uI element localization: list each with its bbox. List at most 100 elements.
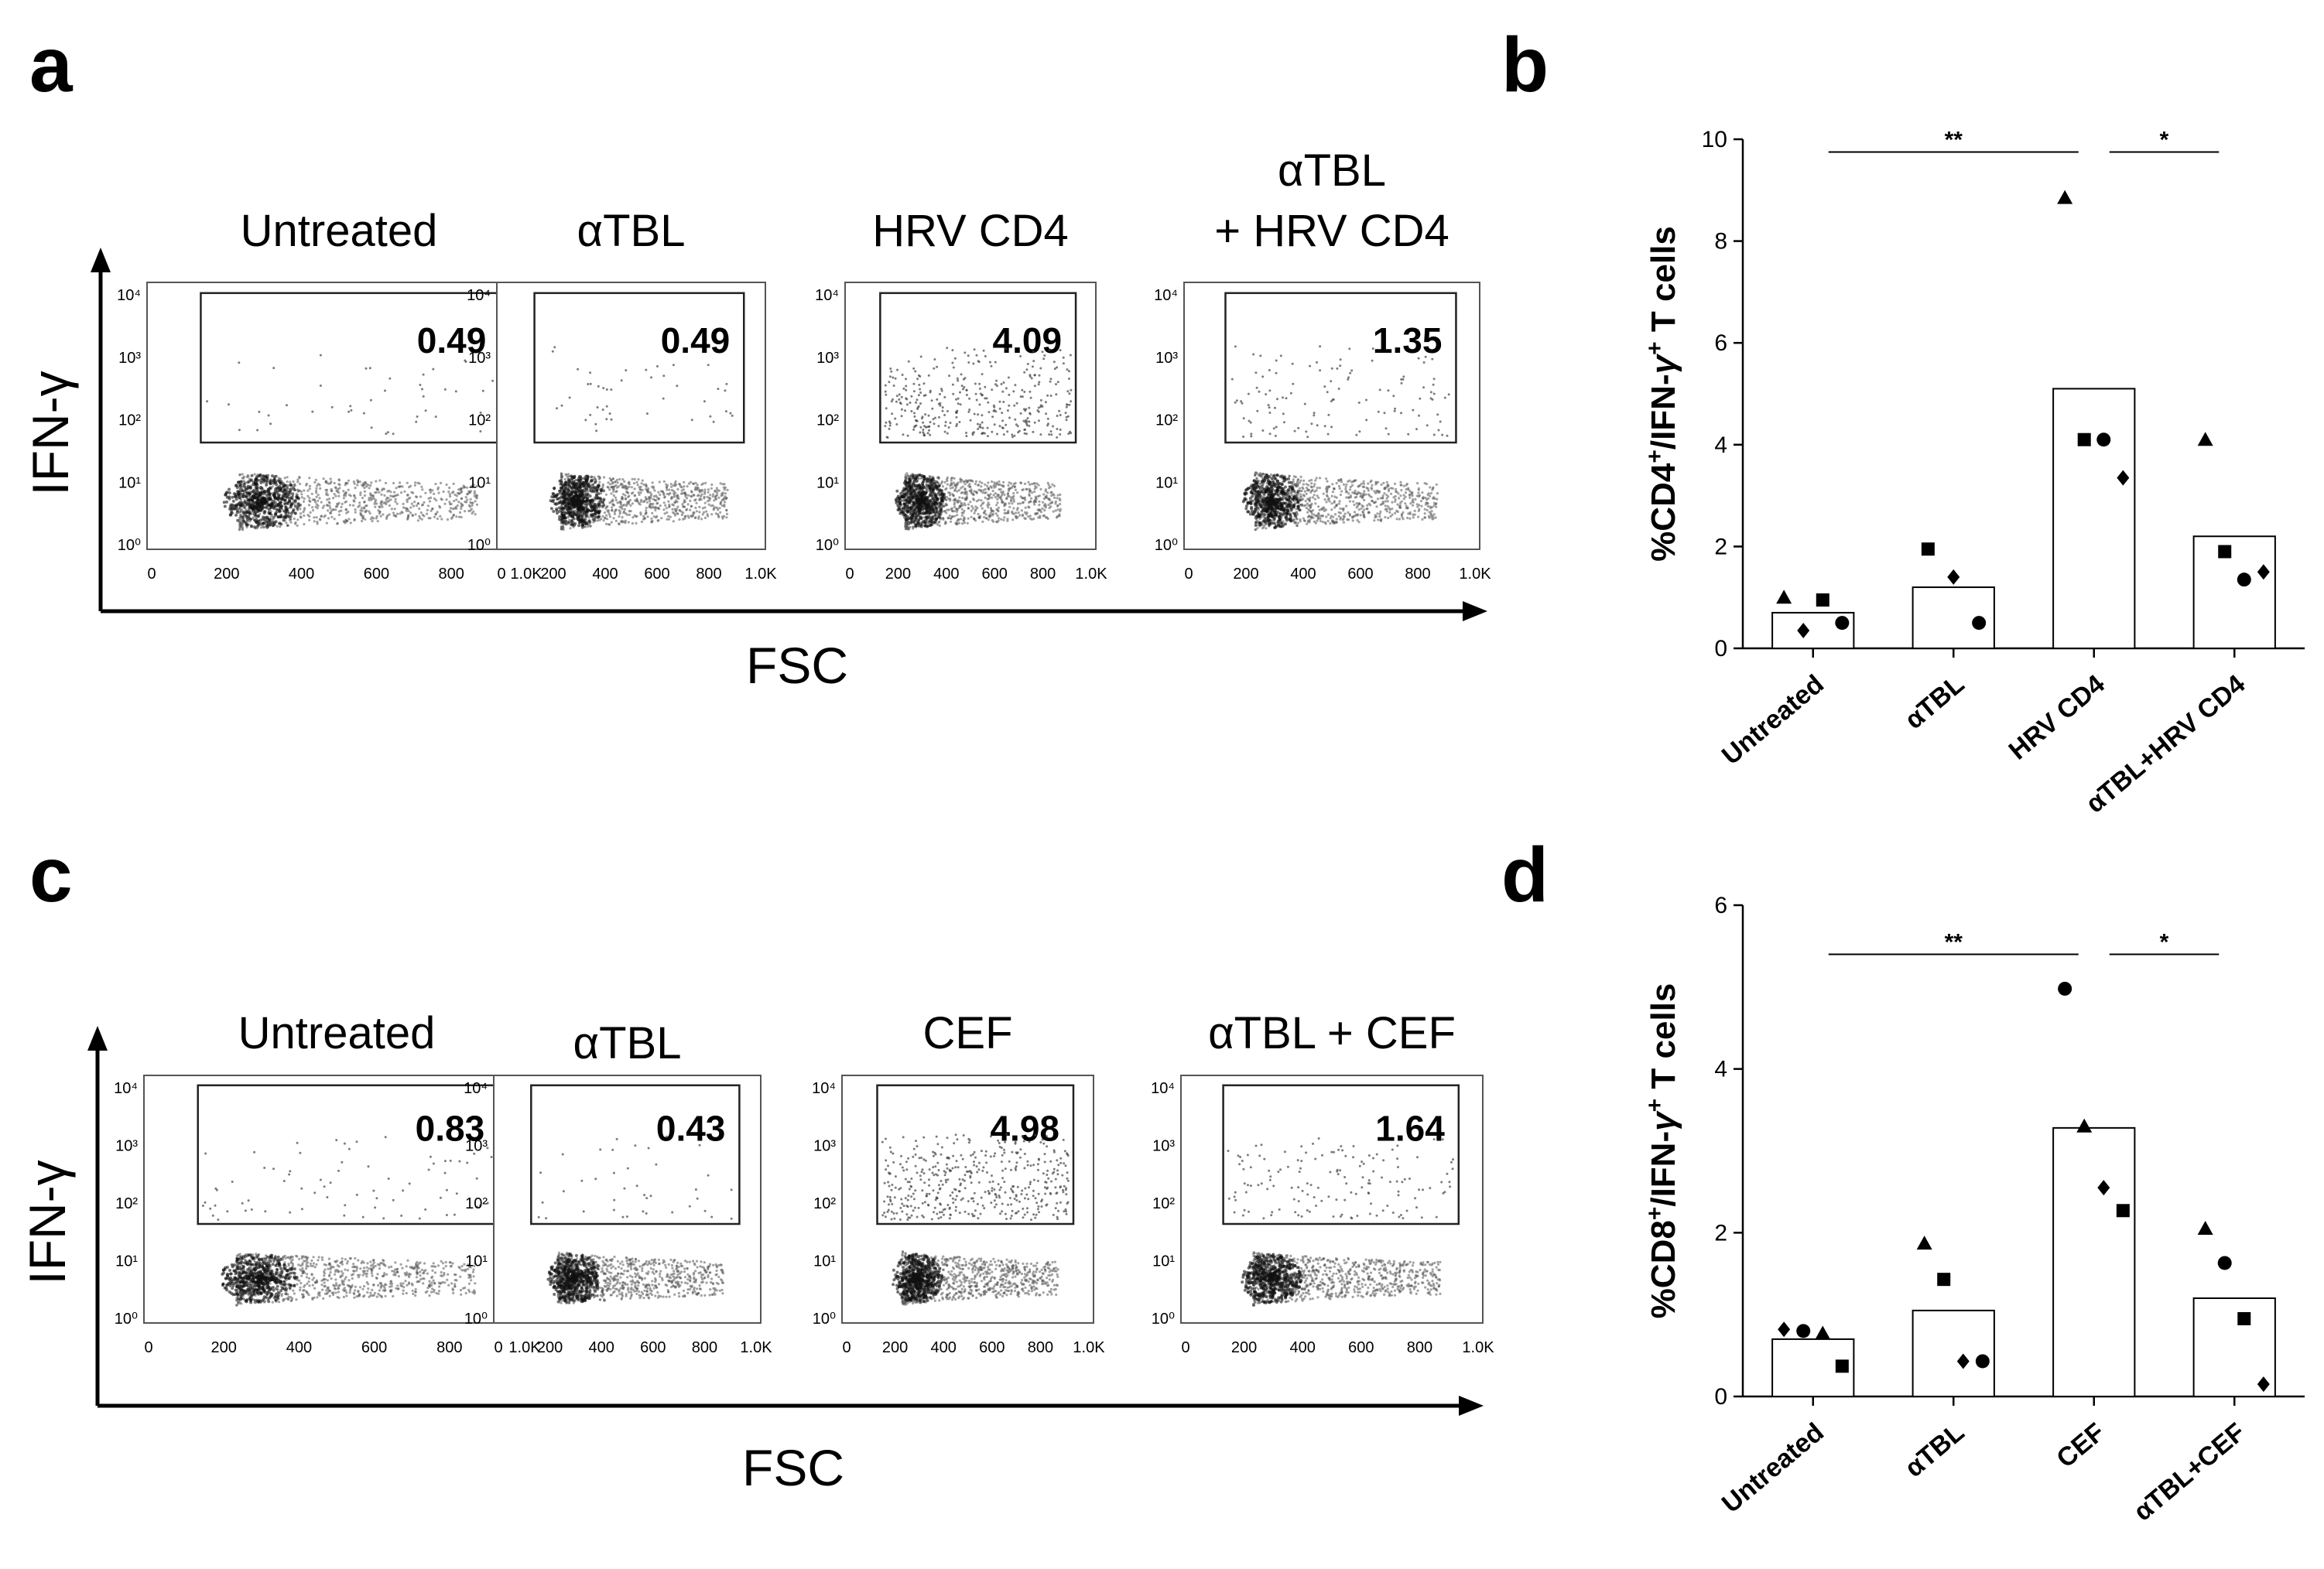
plot-title: αTBL	[1278, 145, 1386, 196]
gate-box	[1224, 292, 1457, 444]
x-tick-label: 400	[1290, 1339, 1316, 1356]
panel-label-c: c	[29, 832, 73, 918]
flow-plot-3: CEF 10⁰ 10¹ 10² 10³ 10⁴ 0 200 400 600 800 1.0K 4.98	[812, 1008, 1105, 1356]
y-tick-label: 10³	[1155, 350, 1178, 367]
data-point-square	[2077, 432, 2091, 446]
y-tick-label: 10²	[465, 1195, 488, 1212]
y-tick-label: 10⁴	[464, 1080, 488, 1097]
x-tick-label: 600	[1348, 1339, 1374, 1356]
data-point-square	[2237, 1311, 2251, 1325]
y-tick-label: 10¹	[1152, 1253, 1175, 1270]
gate-percentage: 0.83	[416, 1108, 485, 1148]
x-tick-label: 200	[1231, 1339, 1257, 1356]
data-point-triangle	[2197, 1221, 2213, 1236]
gate-percentage: 1.35	[1373, 320, 1443, 361]
x-tick-label: 400	[933, 566, 959, 583]
y-tick-label: 10³	[115, 1138, 138, 1155]
plot-frame	[143, 1075, 530, 1324]
y-tick-label: 10⁰	[1155, 537, 1178, 554]
plot-frame	[844, 282, 1097, 550]
x-tick-label: 400	[592, 566, 618, 583]
x-tick-label: 0	[497, 566, 505, 583]
bar-3	[2052, 388, 2136, 649]
x-tick-label: 600	[979, 1339, 1005, 1356]
y-tick-label: 8	[1714, 229, 1727, 255]
x-tick-label: 200	[540, 566, 566, 583]
y-tick-label: 10³	[465, 1138, 488, 1155]
x-tick-label: 800	[696, 566, 721, 583]
y-tick-label: 10¹	[118, 474, 141, 491]
bar-2	[1912, 1309, 1995, 1397]
x-tick-label: 0	[1181, 1339, 1189, 1356]
x-tick-label: 0	[1184, 566, 1193, 583]
x-tick-label: 1.0K	[744, 566, 777, 583]
gate-box	[533, 292, 745, 444]
y-tick-label: 0	[1714, 636, 1727, 661]
x-axis-label: FSC	[742, 1439, 844, 1496]
event-dots	[881, 1133, 1070, 1306]
x-tick-label: 800	[1028, 1339, 1053, 1356]
data-point-circle	[1975, 1354, 1990, 1369]
data-point-diamond	[2257, 1376, 2270, 1393]
x-arrowhead-icon	[1459, 1396, 1484, 1416]
event-dots	[884, 347, 1073, 531]
y-tick-label: 10³	[813, 1138, 836, 1155]
data-point-circle	[2217, 1256, 2232, 1270]
y-tick-label: 10⁴	[117, 287, 141, 304]
y-axis-label: %CD4+/IFN-γ+ T cells	[1642, 226, 1683, 562]
data-point-square	[1816, 593, 1829, 607]
data-point-triangle	[2057, 190, 2073, 204]
data-point-diamond	[2097, 1180, 2110, 1196]
y-tick-label: 10⁴	[1154, 287, 1178, 304]
x-tick-label: 1.0K	[1075, 566, 1107, 583]
x-tick-label: 0	[144, 1339, 152, 1356]
data-point-square	[2218, 545, 2232, 559]
x-tick-label: 600	[1347, 566, 1373, 583]
y-tick-label: 10²	[816, 412, 839, 429]
y-tick-label: 10¹	[813, 1253, 836, 1270]
x-tick-label: 200	[537, 1339, 563, 1356]
flow-plot-2: αTBL 10⁰ 10¹ 10² 10³ 10⁴ 0 200 400 600 800 1.0K 0.43	[464, 1018, 772, 1356]
x-tick-label: 0	[845, 566, 854, 583]
x-tick-label: 800	[692, 1339, 717, 1356]
x-arrowhead-icon	[1463, 601, 1487, 621]
significance-label: **	[1945, 127, 1963, 152]
y-axis-label: %CD8+/IFN-γ+ T cells	[1642, 983, 1683, 1319]
gate-box	[1222, 1084, 1460, 1225]
event-dots	[206, 354, 495, 532]
data-point-diamond	[1947, 569, 1960, 585]
x-tick-label: 800	[1405, 566, 1430, 583]
panel-label-a: a	[29, 22, 74, 108]
gate-percentage: 1.64	[1375, 1108, 1445, 1148]
flow-plot-1: Untreated 10⁰ 10¹ 10² 10³ 10⁴ 0 200 400 600 800 1.0…	[114, 1008, 541, 1356]
y-tick-label: 4	[1714, 432, 1727, 458]
y-tick-label: 10⁰	[118, 537, 141, 554]
x-tick-label: 200	[1233, 566, 1258, 583]
significance-label: **	[1945, 930, 1963, 955]
event-dots	[549, 346, 734, 532]
gate-percentage: 4.09	[993, 320, 1063, 361]
x-tick-label: 200	[211, 1339, 237, 1356]
plot-title: Untreated	[238, 1008, 436, 1058]
y-tick-label: 10²	[813, 1195, 836, 1212]
gate-percentage: 4.98	[990, 1108, 1059, 1148]
y-tick-label: 10²	[118, 412, 141, 429]
flow-plot-1: Untreated 10⁰ 10¹ 10² 10³ 10⁴ 0 200 400 600 800 1.0…	[117, 206, 542, 583]
y-tick-label: 6	[1714, 893, 1727, 918]
gate-box	[876, 1084, 1075, 1225]
x-tick-label: 200	[885, 566, 911, 583]
flow-row-c: IFN-γ FSC Untreated 10⁰ 10¹ 10² 10³ 10⁴ 0 200 40…	[19, 1008, 1494, 1496]
data-point-diamond	[2257, 564, 2270, 580]
x-tick-label: 1.0K	[740, 1339, 772, 1356]
y-arrowhead-icon	[91, 248, 111, 272]
y-tick-label: 10¹	[816, 474, 839, 491]
x-axis-label: FSC	[746, 637, 848, 694]
y-axis-label: IFN-γ	[19, 1160, 76, 1284]
x-tick-label: 800	[1407, 1339, 1432, 1356]
flow-plot-3: HRV CD4 10⁰ 10¹ 10² 10³ 10⁴ 0 200 400 600 800 1.0K 4…	[815, 206, 1107, 583]
gate-box	[879, 292, 1077, 444]
data-point-triangle	[1776, 590, 1792, 604]
x-tick-label: 600	[640, 1339, 666, 1356]
x-tick-label: 0	[494, 1339, 502, 1356]
panel-label-b: b	[1501, 22, 1549, 108]
